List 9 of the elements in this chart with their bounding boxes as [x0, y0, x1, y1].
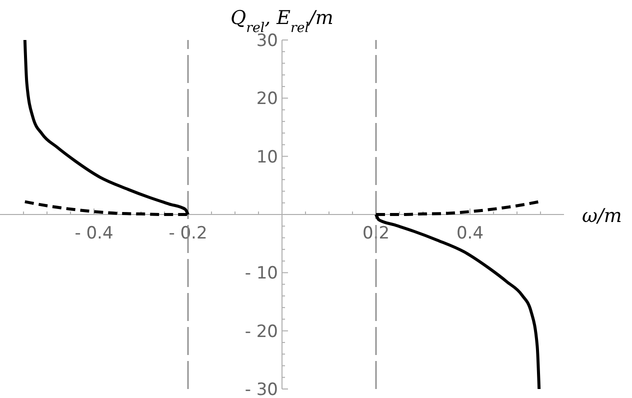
x-tick-label: - 0.4 — [74, 224, 114, 244]
y-tick-label: 20 — [256, 89, 278, 110]
y-tick-label: - 10 — [244, 264, 278, 284]
y-tick-label: 30 — [256, 31, 278, 51]
y-tick-label: - 20 — [244, 322, 278, 342]
x-axis-title: ω/m — [582, 205, 622, 227]
x-tick-label: 0.4 — [456, 224, 484, 244]
y-tick-label: - 30 — [244, 380, 278, 398]
y-tick-label: 10 — [256, 147, 278, 168]
